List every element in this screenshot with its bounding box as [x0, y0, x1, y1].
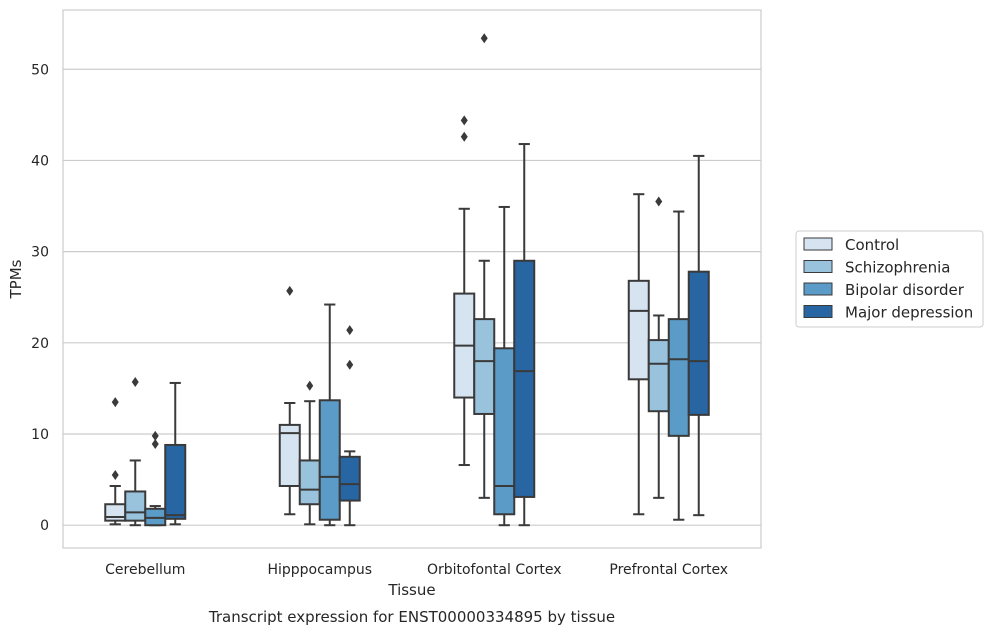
legend-swatch	[803, 305, 833, 318]
x-tick-label: Hipppocampus	[267, 562, 372, 578]
plot-area-frame	[62, 9, 762, 549]
box-iqr	[124, 490, 147, 522]
outlier-point	[151, 430, 159, 441]
x-tick-label: Orbitofontal Cortex	[427, 562, 562, 578]
y-axis-label: TPMs	[7, 259, 25, 299]
legend: Control Schizophrenia Bipolar disorder Majo…	[795, 230, 984, 328]
series-bipolar-disorder	[144, 205, 690, 527]
outlier-point	[480, 33, 488, 44]
box	[298, 380, 321, 526]
box-iqr	[298, 459, 321, 506]
box-series	[104, 33, 710, 527]
outlier-point	[346, 325, 354, 336]
y-tick-label: 50	[31, 62, 49, 78]
grid-lines	[63, 68, 761, 526]
box	[647, 196, 670, 499]
box	[493, 205, 516, 527]
y-tick-label: 0	[40, 518, 49, 534]
box	[667, 210, 690, 521]
box	[513, 143, 536, 527]
box-iqr	[318, 399, 341, 521]
box-iqr	[687, 270, 710, 416]
x-tick-label: Prefrontal Cortex	[609, 562, 728, 578]
box	[124, 377, 147, 527]
box-iqr	[627, 279, 650, 381]
outlier-point	[460, 131, 468, 142]
legend-label: Major depression	[845, 304, 973, 322]
y-tick-label: 10	[31, 427, 49, 443]
x-tick-label: Cerebellum	[105, 562, 185, 578]
box	[627, 193, 650, 516]
box	[687, 154, 710, 517]
box	[338, 325, 361, 527]
outlier-point	[460, 115, 468, 126]
outlier-point	[131, 377, 139, 388]
outlier-point	[111, 397, 119, 408]
legend-swatch	[803, 260, 833, 273]
box	[473, 33, 496, 499]
box	[104, 397, 127, 526]
box	[164, 381, 187, 526]
legend-label: Schizophrenia	[845, 259, 950, 277]
legend-swatch	[803, 282, 833, 296]
box-iqr	[493, 347, 516, 516]
box-iqr	[164, 443, 187, 520]
legend-swatch	[803, 237, 833, 251]
outlier-point	[346, 359, 354, 370]
x-axis-label: Tissue	[387, 581, 435, 599]
chart-title: Transcript expression for ENST0000033489…	[208, 608, 615, 626]
series-schizophrenia	[124, 33, 670, 527]
outlier-point	[306, 380, 314, 391]
outlier-point	[111, 470, 119, 481]
y-tick-label: 40	[31, 153, 49, 169]
series-control	[104, 115, 650, 526]
outlier-point	[151, 439, 159, 450]
box	[144, 430, 167, 527]
outlier-point	[655, 196, 663, 207]
box	[453, 115, 476, 467]
legend-frame	[795, 230, 984, 328]
y-tick-label: 20	[31, 336, 49, 352]
box-iqr	[473, 318, 496, 415]
box-iqr	[513, 259, 536, 498]
legend-label: Control	[845, 236, 899, 254]
box-iqr	[647, 339, 670, 413]
series-major-depression	[164, 143, 710, 527]
y-tick-labels: 0 10 20 30 40 50	[31, 62, 49, 534]
x-tick-labels: Cerebellum Hipppocampus Orbitofontal Corte…	[105, 562, 728, 578]
box	[278, 285, 301, 516]
box-iqr	[278, 423, 301, 487]
box-iqr	[667, 318, 690, 437]
box-iqr	[104, 503, 127, 522]
outlier-point	[286, 285, 294, 296]
box	[318, 303, 341, 527]
legend-label: Bipolar disorder	[845, 281, 965, 299]
box-iqr	[338, 455, 361, 502]
y-tick-label: 30	[31, 245, 49, 261]
